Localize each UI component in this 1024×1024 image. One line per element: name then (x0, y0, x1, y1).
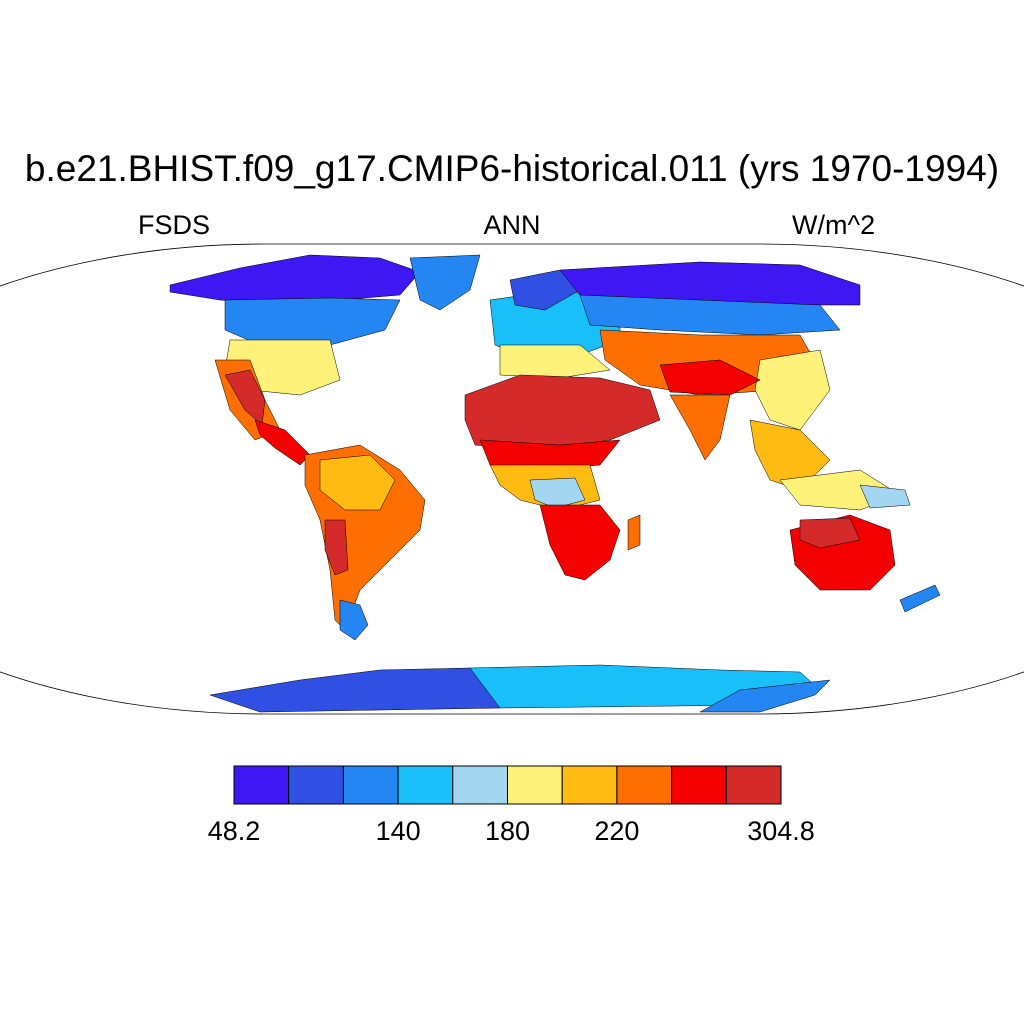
colorbar-box (342, 765, 399, 805)
region-central-america (254, 419, 311, 466)
region-australia-north (799, 517, 861, 549)
region-india (669, 394, 731, 461)
region-antarctica-edge (699, 679, 831, 713)
region-himalaya (659, 359, 761, 396)
region-patagonia (339, 599, 369, 641)
colorbar-box (616, 765, 673, 805)
region-mediterranean (499, 344, 611, 379)
region-amazon (319, 454, 396, 511)
season-label: ANN (483, 210, 541, 240)
region-africa-south (539, 504, 621, 581)
map-title: b.e21.BHIST.f09_g17.CMIP6-historical.011… (24, 148, 1000, 189)
colorbar: 48.2 140 180 220 304.8 (208, 765, 815, 846)
map-regions (169, 254, 941, 713)
colorbar-box (561, 765, 618, 805)
region-canada-arctic (169, 254, 421, 306)
colorbar-box (671, 765, 727, 805)
region-antarctica-west (209, 667, 501, 713)
colorbar-box (288, 765, 344, 805)
region-scandinavia (509, 269, 581, 311)
variable-label: FSDS (138, 210, 211, 240)
region-sahara-arabia (464, 374, 661, 451)
map-projection-outline (0, 243, 1024, 715)
colorbar-label: 304.8 (747, 816, 815, 846)
colorbar-box (397, 765, 454, 805)
colorbar-box (507, 765, 563, 805)
colorbar-label: 48.2 (208, 816, 261, 846)
region-china-east (754, 349, 831, 431)
colorbar-box (452, 765, 508, 805)
region-west-andes (324, 519, 349, 576)
region-new-guinea (859, 484, 911, 509)
units-label: W/m^2 (792, 210, 876, 240)
colorbar-label: 140 (376, 816, 421, 846)
colorbar-box (233, 765, 290, 805)
region-greenland (409, 254, 481, 311)
colorbar-label: 220 (594, 816, 639, 846)
region-madagascar (627, 514, 641, 551)
region-new-zealand (899, 584, 941, 613)
region-asia-north-band (579, 294, 841, 336)
colorbar-box (725, 765, 782, 805)
region-north-america-mid (224, 297, 401, 346)
region-mexico (224, 369, 266, 426)
colorbar-label: 180 (485, 816, 530, 846)
region-congo (529, 477, 586, 509)
